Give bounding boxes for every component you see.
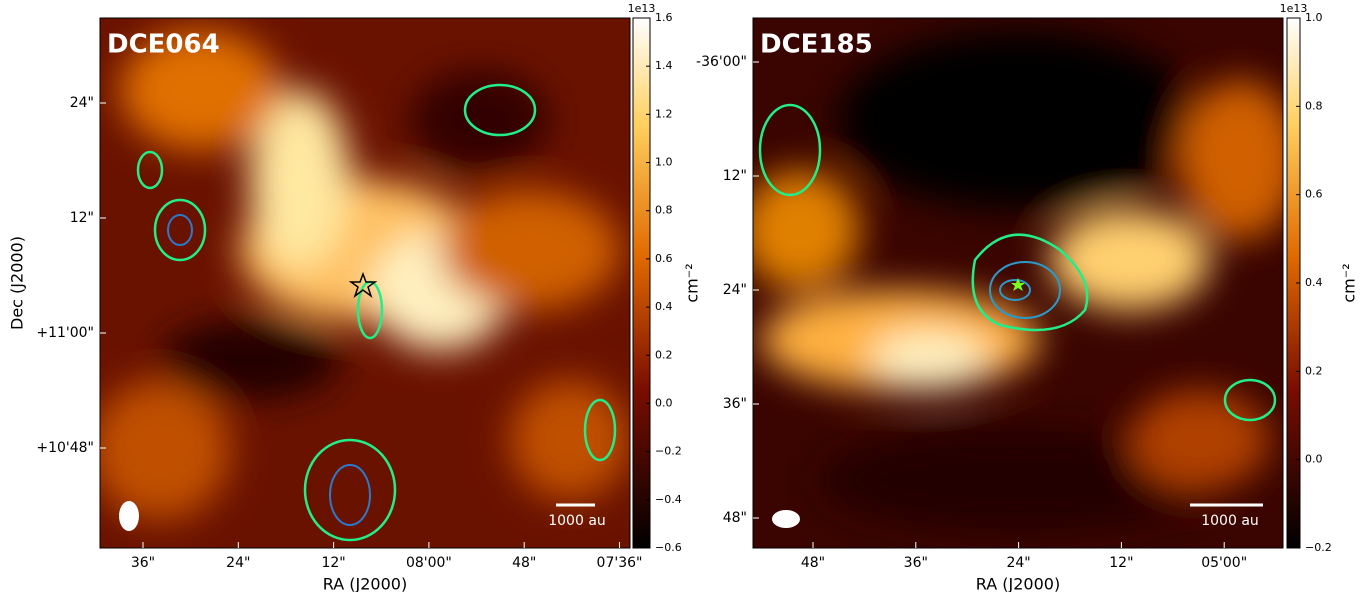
colorbar-tick-label: 1.6 [655, 11, 673, 24]
colorbar-tick-label: −0.2 [1305, 541, 1332, 554]
x-tick-label: 48" [512, 555, 536, 571]
y-tick-label: 24" [70, 95, 94, 111]
colorbar-tick-label: 1.0 [1305, 11, 1323, 24]
colorbar-tick-label: 0.6 [655, 252, 673, 265]
colorbar-tick-label: −0.6 [655, 541, 682, 554]
panel-title: DCE185 [760, 30, 873, 60]
colorbar-label: cm⁻² [683, 263, 702, 302]
colorbar-tick-label: 0.6 [1305, 188, 1323, 201]
y-tick-label: +11'00" [36, 325, 94, 341]
colorbar-tick-label: 0.8 [655, 204, 673, 217]
x-tick-label: 36" [131, 555, 155, 571]
panel-title: DCE064 [107, 30, 220, 60]
x-tick-label: 48" [801, 555, 825, 571]
colorbar-tick-label: 0.2 [1305, 364, 1323, 377]
colorbar-tick-label: 0.4 [1305, 276, 1323, 289]
x-tick-label: 24" [226, 555, 250, 571]
colorbar-tick-label: 0.2 [655, 348, 673, 361]
x-tick-label: 36" [904, 555, 928, 571]
colorbar-tick-label: −0.2 [655, 445, 682, 458]
x-axis-label: RA (J2000) [323, 575, 407, 592]
x-tick-label: 12" [321, 555, 345, 571]
colorbar-tick-label: −0.4 [655, 493, 682, 506]
scale-bar-label: 1000 au [1201, 513, 1259, 529]
colorbar-tick-label: 1.4 [655, 59, 673, 72]
y-tick-label: 24" [723, 282, 747, 298]
scale-bar-label: 1000 au [548, 513, 606, 529]
colorbar-tick-label: 0.4 [655, 300, 673, 313]
y-tick-label: -36'00" [696, 54, 747, 70]
x-axis-label: RA (J2000) [976, 575, 1060, 592]
colorbar-tick-label: 0.0 [1305, 453, 1323, 466]
colorbar-offset: 1e13 [628, 2, 656, 15]
y-axis-label: Dec (J2000) [8, 236, 27, 330]
x-tick-label: 08'00" [406, 555, 452, 571]
y-tick-label: +10'48" [36, 440, 94, 456]
map-image [100, 18, 630, 548]
colorbar-tick-label: 0.0 [655, 396, 673, 409]
colorbar-label: cm⁻² [1340, 263, 1359, 302]
x-tick-label: 05'00" [1201, 555, 1247, 571]
map-image [753, 18, 1283, 548]
x-tick-label: 07'36" [597, 555, 643, 571]
y-tick-label: 12" [723, 168, 747, 184]
colorbar-offset: 1e13 [1280, 2, 1308, 15]
y-tick-label: 36" [723, 396, 747, 412]
x-tick-label: 24" [1006, 555, 1030, 571]
colorbar-tick-label: 1.0 [655, 156, 673, 169]
colorbar-tick-label: 1.2 [655, 107, 673, 120]
y-tick-label: 48" [723, 510, 747, 526]
y-tick-label: 12" [70, 210, 94, 226]
x-tick-label: 12" [1109, 555, 1133, 571]
colorbar-tick-label: 0.8 [1305, 99, 1323, 112]
colorbar [632, 17, 651, 549]
